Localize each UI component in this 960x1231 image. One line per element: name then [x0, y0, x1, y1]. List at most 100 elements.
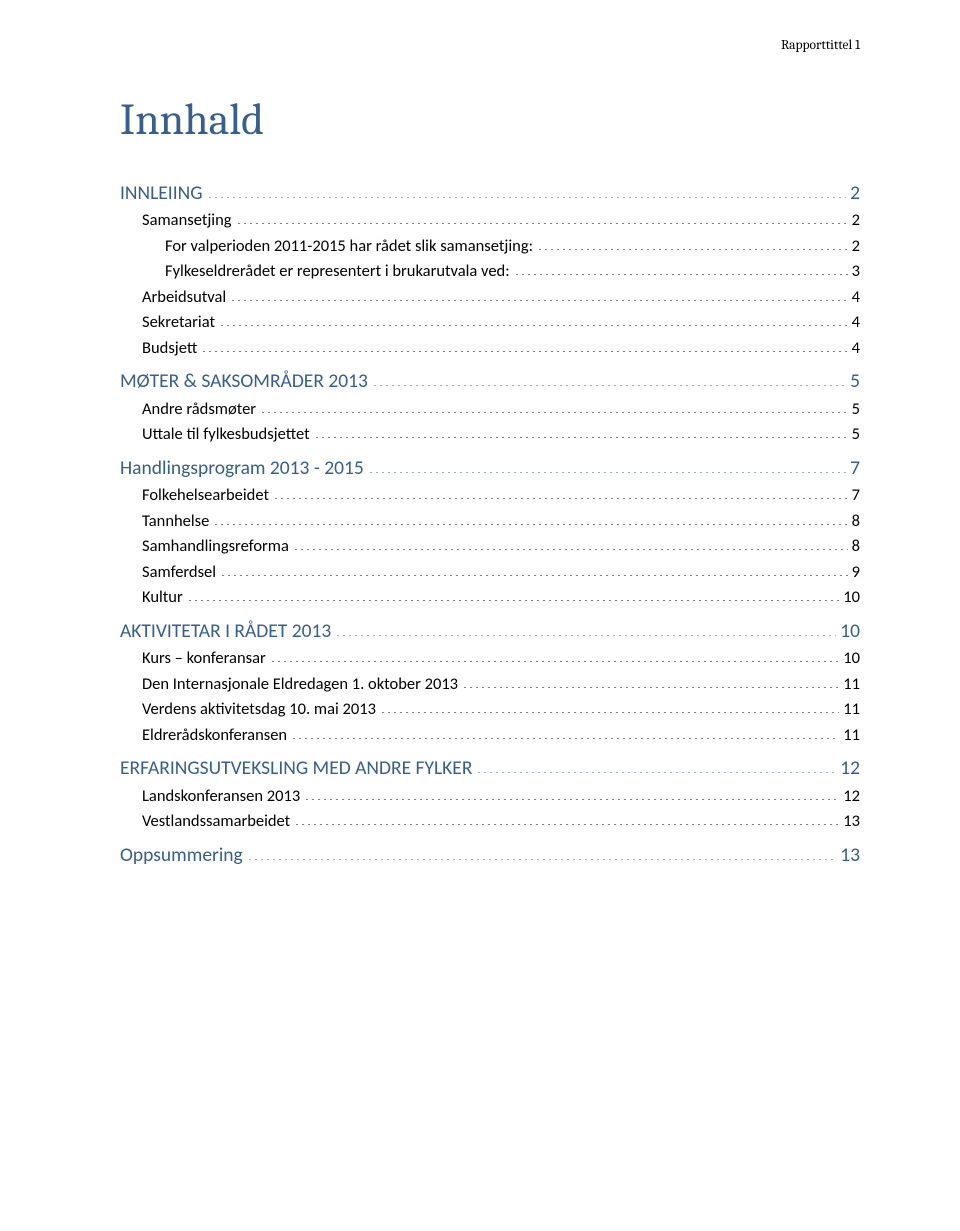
toc-entry-page: 13 — [843, 811, 860, 831]
toc-entry[interactable]: MØTER & SAKSOMRÅDER 2013 5 — [120, 368, 860, 394]
toc-entry-label: INNLEIING — [120, 181, 203, 205]
toc-entry[interactable]: Den Internasjonale Eldredagen 1. oktober… — [120, 672, 860, 694]
toc-entry-page: 9 — [852, 562, 860, 582]
toc-entry-label: ERFARINGSUTVEKSLING MED ANDRE FYLKER — [120, 756, 472, 780]
toc-entry[interactable]: AKTIVITETAR I RÅDET 2013 10 — [120, 617, 860, 643]
toc-entry[interactable]: Oppsummering 13 — [120, 841, 860, 867]
toc-entry-page: 10 — [840, 619, 860, 643]
toc-entry[interactable]: Budsjett 4 — [120, 336, 860, 358]
toc-entry[interactable]: INNLEIING 2 — [120, 179, 860, 205]
toc-entry-label: Den Internasjonale Eldredagen 1. oktober… — [142, 674, 458, 694]
toc-entry[interactable]: Fylkeseldrerådet er representert i bruka… — [120, 260, 860, 282]
page: Rapporttittel 1 Innhald INNLEIING 2Saman… — [0, 0, 960, 1231]
toc-entry[interactable]: Kurs – konferansar 10 — [120, 647, 860, 669]
toc-leader-dots — [304, 784, 839, 801]
toc-entry-page: 12 — [840, 756, 860, 780]
toc-leader-dots — [368, 454, 846, 474]
toc-entry[interactable]: Folkehelsearbeidet 7 — [120, 484, 860, 506]
toc-entry-page: 4 — [852, 312, 860, 332]
toc-entry-label: Samhandlingsreforma — [142, 536, 289, 556]
toc-entry-page: 7 — [852, 485, 860, 505]
toc-leader-dots — [314, 423, 848, 440]
toc-leader-dots — [236, 209, 848, 226]
toc-leader-dots — [207, 179, 847, 199]
toc-entry-label: Samansetjing — [142, 210, 232, 230]
toc-leader-dots — [294, 810, 839, 827]
toc-leader-dots — [476, 755, 836, 775]
toc-leader-dots — [230, 285, 847, 302]
toc-leader-dots — [201, 336, 847, 353]
toc-entry-label: Kultur — [142, 587, 183, 607]
toc-entry-label: For valperioden 2011-2015 har rådet slik… — [165, 236, 533, 256]
toc-entry-label: MØTER & SAKSOMRÅDER 2013 — [120, 369, 368, 393]
toc-entry-label: Uttale til fylkesbudsjettet — [142, 424, 310, 444]
toc-entry-page: 10 — [843, 648, 860, 668]
toc-entry-page: 10 — [843, 587, 860, 607]
toc-entry-page: 4 — [852, 338, 860, 358]
toc-entry-page: 5 — [852, 424, 860, 444]
toc-entry-label: Handlingsprogram 2013 - 2015 — [120, 456, 364, 480]
toc-leader-dots — [293, 535, 848, 552]
toc-entry[interactable]: Andre rådsmøter 5 — [120, 397, 860, 419]
toc-entry-label: Vestlandssamarbeidet — [142, 811, 290, 831]
toc-leader-dots — [187, 586, 840, 603]
toc-entry[interactable]: Verdens aktivitetsdag 10. mai 2013 11 — [120, 698, 860, 720]
toc-leader-dots — [291, 723, 839, 740]
toc-entry-page: 5 — [852, 399, 860, 419]
toc-leader-dots — [372, 368, 846, 388]
toc-entry[interactable]: Samhandlingsreforma 8 — [120, 535, 860, 557]
toc-leader-dots — [537, 234, 848, 251]
toc-entry-label: Tannhelse — [142, 511, 209, 531]
toc-entry[interactable]: Landskonferansen 2013 12 — [120, 784, 860, 806]
toc-entry[interactable]: Kultur 10 — [120, 586, 860, 608]
toc-entry-page: 11 — [843, 725, 860, 745]
toc-entry-page: 3 — [852, 261, 860, 281]
toc-leader-dots — [335, 617, 836, 637]
toc-entry-page: 11 — [843, 674, 860, 694]
toc-entry-label: Landskonferansen 2013 — [142, 786, 300, 806]
table-of-contents: INNLEIING 2Samansetjing 2For valperioden… — [120, 179, 860, 867]
toc-entry[interactable]: Samferdsel 9 — [120, 560, 860, 582]
toc-leader-dots — [213, 509, 847, 526]
toc-entry[interactable]: ERFARINGSUTVEKSLING MED ANDRE FYLKER 12 — [120, 755, 860, 781]
toc-entry-label: Fylkeseldrerådet er representert i bruka… — [165, 261, 510, 281]
toc-leader-dots — [270, 647, 840, 664]
toc-entry[interactable]: For valperioden 2011-2015 har rådet slik… — [120, 234, 860, 256]
toc-entry-page: 5 — [850, 369, 860, 393]
toc-leader-dots — [273, 484, 848, 501]
toc-entry-page: 7 — [850, 456, 860, 480]
toc-entry[interactable]: Uttale til fylkesbudsjettet 5 — [120, 423, 860, 445]
toc-entry-page: 13 — [840, 843, 860, 867]
toc-entry-page: 12 — [843, 786, 860, 806]
running-header: Rapporttittel 1 — [781, 38, 860, 53]
toc-entry[interactable]: Vestlandssamarbeidet 13 — [120, 810, 860, 832]
toc-leader-dots — [220, 560, 848, 577]
toc-entry[interactable]: Handlingsprogram 2013 - 2015 7 — [120, 454, 860, 480]
toc-entry-page: 8 — [852, 536, 860, 556]
toc-entry[interactable]: Sekretariat 4 — [120, 311, 860, 333]
toc-leader-dots — [260, 397, 848, 414]
toc-entry-label: Andre rådsmøter — [142, 399, 256, 419]
toc-leader-dots — [462, 672, 839, 689]
toc-entry-page: 2 — [850, 181, 860, 205]
toc-entry-page: 2 — [852, 236, 860, 256]
toc-entry-page: 11 — [843, 699, 860, 719]
toc-entry-label: Kurs – konferansar — [142, 648, 266, 668]
toc-entry-label: Sekretariat — [142, 312, 215, 332]
toc-leader-dots — [514, 260, 848, 277]
toc-leader-dots — [247, 841, 836, 861]
toc-entry-label: Budsjett — [142, 338, 197, 358]
page-title: Innhald — [120, 94, 860, 145]
toc-entry-page: 4 — [852, 287, 860, 307]
toc-leader-dots — [219, 311, 848, 328]
toc-entry[interactable]: Arbeidsutval 4 — [120, 285, 860, 307]
toc-entry-label: Verdens aktivitetsdag 10. mai 2013 — [142, 699, 376, 719]
toc-entry-label: Samferdsel — [142, 562, 216, 582]
toc-entry[interactable]: Tannhelse 8 — [120, 509, 860, 531]
toc-entry-page: 2 — [852, 210, 860, 230]
toc-entry-page: 8 — [852, 511, 860, 531]
toc-entry[interactable]: Eldrerådskonferansen 11 — [120, 723, 860, 745]
toc-entry[interactable]: Samansetjing 2 — [120, 209, 860, 231]
toc-entry-label: AKTIVITETAR I RÅDET 2013 — [120, 619, 331, 643]
toc-leader-dots — [380, 698, 839, 715]
